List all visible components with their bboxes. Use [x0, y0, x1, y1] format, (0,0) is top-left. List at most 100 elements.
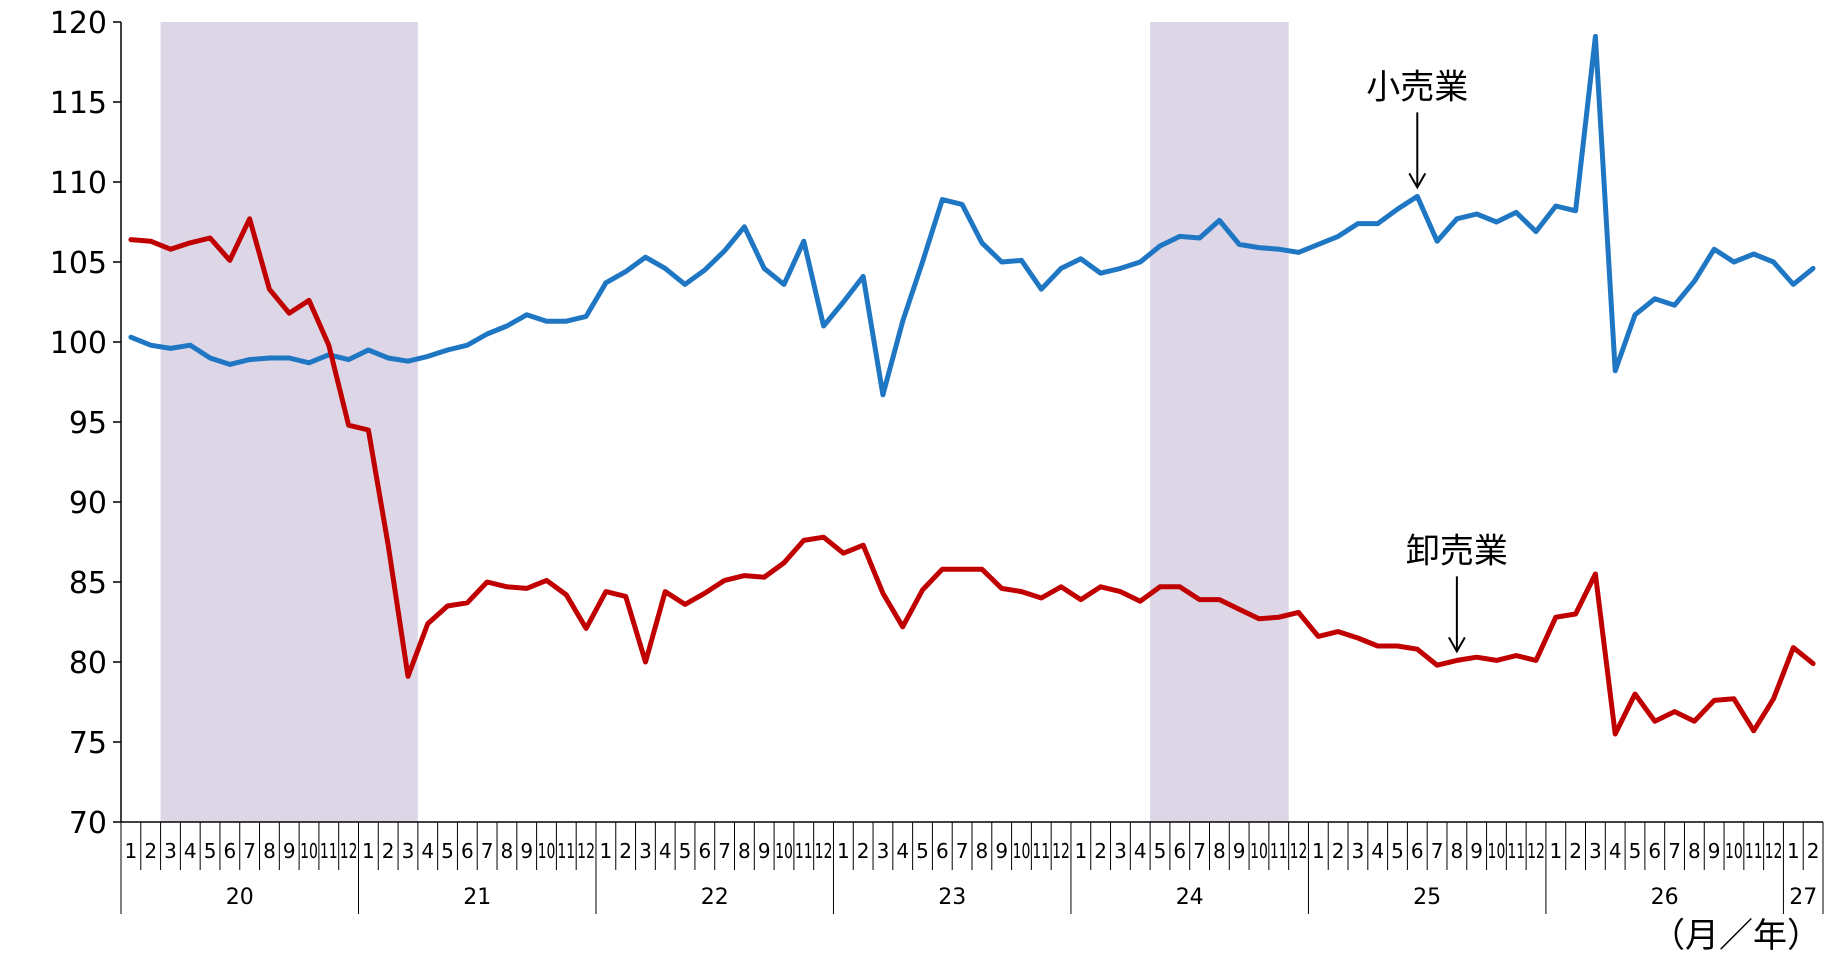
month-tick-label: 2: [382, 839, 395, 863]
month-tick-label: 9: [758, 839, 771, 863]
month-tick-label: 4: [1609, 839, 1622, 863]
month-tick-label: 2: [144, 839, 157, 863]
y-tick-label: 75: [69, 726, 107, 761]
month-tick-label: 6: [1173, 839, 1186, 863]
month-tick-label: 5: [1154, 839, 1167, 863]
month-tick-label: 3: [639, 839, 652, 863]
month-tick-label: 7: [718, 839, 731, 863]
y-axis-ticks: 70 75 80 85 90 95 100 105 110 115 120: [50, 6, 121, 841]
month-tick-label: 7: [481, 839, 494, 863]
month-tick-label: 2: [1094, 839, 1107, 863]
month-tick-label: 5: [1629, 839, 1642, 863]
y-tick-label: 110: [50, 166, 107, 201]
year-tick-label: 24: [1176, 885, 1204, 910]
series-line-1: [128, 216, 1816, 737]
month-tick-label: 1: [1549, 839, 1562, 863]
x-axis-ticks: 1 2 3 4 5 6 7 8 9 10 11 12 1 2 3 4 5 6 7 8 9 10 11 12 1 2 3 4 5 6 7 8 9 1…: [120, 822, 1824, 914]
month-tick-label: 7: [1193, 839, 1206, 863]
month-tick-label: 8: [501, 839, 514, 863]
month-tick-label: 10: [1013, 839, 1031, 863]
y-tick-label: 95: [69, 406, 107, 441]
annotation-arrow-head: [1448, 636, 1466, 654]
y-tick-label: 105: [50, 246, 107, 281]
y-tick-label: 70: [69, 806, 107, 841]
month-tick-label: 1: [1312, 839, 1325, 863]
month-tick-label: 5: [204, 839, 217, 863]
month-tick-label: 7: [956, 839, 969, 863]
month-tick-label: 6: [461, 839, 474, 863]
month-tick-label: 5: [1391, 839, 1404, 863]
series-lines: [128, 33, 1816, 737]
month-tick-label: 12: [1052, 839, 1070, 863]
month-tick-label: 4: [659, 839, 672, 863]
month-tick-label: 9: [1708, 839, 1721, 863]
month-tick-label: 1: [125, 839, 138, 863]
month-tick-label: 1: [1787, 839, 1800, 863]
shaded-periods: [160, 22, 1289, 822]
month-tick-label: 6: [223, 839, 236, 863]
month-tick-label: 3: [1114, 839, 1127, 863]
month-tick-label: 8: [1451, 839, 1464, 863]
month-tick-label: 12: [1290, 839, 1308, 863]
shaded-period-0: [160, 22, 418, 822]
year-tick-label: 20: [226, 885, 254, 910]
month-tick-label: 6: [1411, 839, 1424, 863]
month-tick-label: 3: [402, 839, 415, 863]
y-tick-label: 120: [50, 6, 107, 41]
month-tick-label: 7: [243, 839, 256, 863]
series-label-1: 卸売業: [1406, 531, 1508, 571]
shaded-period-1: [1150, 22, 1289, 822]
month-tick-label: 2: [857, 839, 870, 863]
month-tick-label: 7: [1668, 839, 1681, 863]
month-tick-label: 1: [1074, 839, 1087, 863]
month-tick-label: 12: [1765, 839, 1783, 863]
month-tick-label: 8: [263, 839, 276, 863]
month-tick-label: 3: [1352, 839, 1365, 863]
month-tick-label: 1: [362, 839, 375, 863]
month-tick-label: 12: [815, 839, 833, 863]
month-tick-label: 11: [320, 839, 338, 863]
month-tick-label: 9: [1470, 839, 1483, 863]
month-tick-label: 11: [795, 839, 813, 863]
year-tick-label: 26: [1651, 885, 1679, 910]
month-tick-label: 2: [619, 839, 632, 863]
month-tick-label: 2: [1569, 839, 1582, 863]
month-tick-label: 10: [775, 839, 793, 863]
month-tick-label: 8: [976, 839, 989, 863]
month-tick-label: 8: [1213, 839, 1226, 863]
month-tick-label: 4: [1134, 839, 1147, 863]
month-tick-label: 11: [1507, 839, 1525, 863]
month-tick-label: 3: [1589, 839, 1602, 863]
month-tick-label: 3: [877, 839, 890, 863]
month-tick-label: 1: [600, 839, 613, 863]
month-tick-label: 12: [577, 839, 595, 863]
month-tick-label: 5: [916, 839, 929, 863]
month-tick-label: 7: [1431, 839, 1444, 863]
month-tick-label: 1: [837, 839, 850, 863]
month-tick-label: 12: [1527, 839, 1545, 863]
year-tick-label: 22: [701, 885, 729, 910]
month-tick-label: 11: [1270, 839, 1288, 863]
month-tick-label: 2: [1332, 839, 1345, 863]
month-tick-label: 5: [679, 839, 692, 863]
annotation-arrow-head: [1408, 172, 1427, 190]
year-tick-label: 23: [938, 885, 966, 910]
month-tick-label: 11: [1745, 839, 1763, 863]
month-tick-label: 5: [441, 839, 454, 863]
series-label-0: 小売業: [1366, 67, 1468, 107]
month-tick-label: 4: [1371, 839, 1384, 863]
month-tick-label: 6: [936, 839, 949, 863]
month-tick-label: 10: [1725, 839, 1743, 863]
y-tick-label: 80: [69, 646, 107, 681]
month-tick-label: 4: [896, 839, 909, 863]
month-tick-label: 3: [164, 839, 177, 863]
month-tick-label: 10: [300, 839, 318, 863]
month-tick-label: 10: [1488, 839, 1506, 863]
month-tick-label: 9: [995, 839, 1008, 863]
year-tick-label: 27: [1789, 885, 1817, 910]
x-axis-unit-label: （月／年）: [1651, 916, 1821, 956]
month-tick-label: 9: [283, 839, 296, 863]
series-line-0: [128, 33, 1816, 398]
